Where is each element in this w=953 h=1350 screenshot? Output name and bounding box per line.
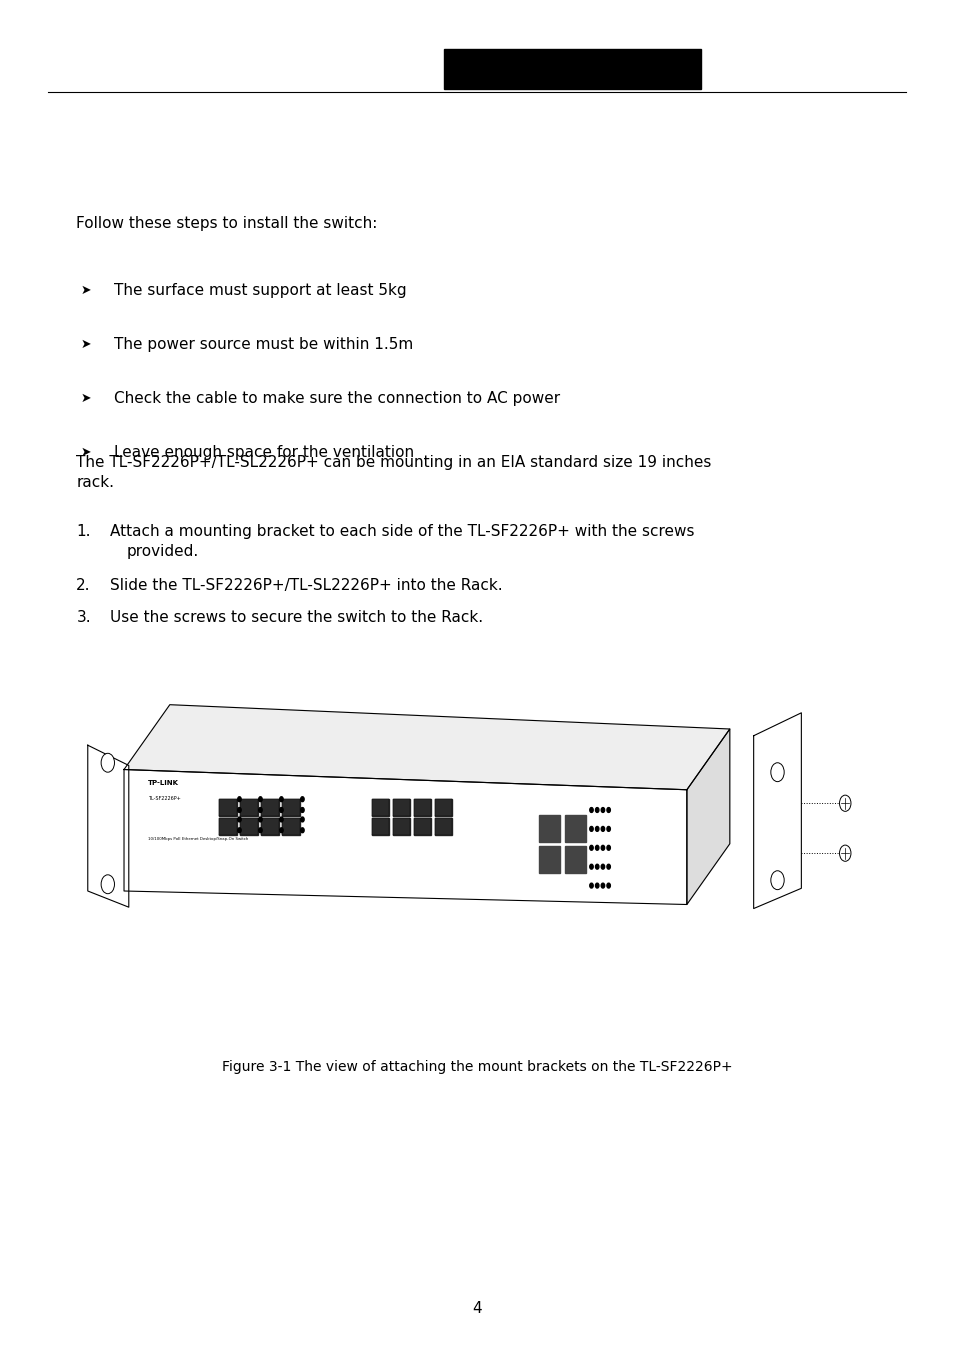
- Text: provided.: provided.: [127, 544, 199, 559]
- Bar: [443, 49, 700, 89]
- Text: 1.: 1.: [76, 524, 91, 539]
- Polygon shape: [88, 745, 129, 907]
- Circle shape: [237, 828, 241, 833]
- Circle shape: [237, 817, 241, 822]
- Circle shape: [237, 807, 241, 813]
- Bar: [219, 799, 236, 815]
- Circle shape: [279, 807, 283, 813]
- Circle shape: [595, 826, 598, 832]
- Bar: [393, 818, 410, 834]
- Text: 2.: 2.: [76, 578, 91, 593]
- Circle shape: [279, 817, 283, 822]
- Circle shape: [258, 796, 262, 802]
- Text: The TL-SF2226P+/TL-SL2226P+ can be mounting in an EIA standard size 19 inches: The TL-SF2226P+/TL-SL2226P+ can be mount…: [76, 455, 711, 470]
- Text: 10/100Mbps PoE Ethernet Desktop/Snap-On Switch: 10/100Mbps PoE Ethernet Desktop/Snap-On …: [148, 837, 248, 841]
- Text: Slide the TL-SF2226P+/TL-SL2226P+ into the Rack.: Slide the TL-SF2226P+/TL-SL2226P+ into t…: [110, 578, 502, 593]
- Circle shape: [300, 828, 304, 833]
- Text: ➤: ➤: [80, 338, 91, 351]
- Bar: [435, 799, 452, 815]
- Circle shape: [300, 807, 304, 813]
- Bar: [240, 818, 257, 834]
- Circle shape: [600, 807, 604, 813]
- Bar: [538, 846, 559, 873]
- Bar: [261, 799, 278, 815]
- Circle shape: [589, 864, 593, 869]
- Text: Attach a mounting bracket to each side of the TL-SF2226P+ with the screws: Attach a mounting bracket to each side o…: [110, 524, 694, 539]
- Circle shape: [279, 796, 283, 802]
- Text: Use the screws to secure the switch to the Rack.: Use the screws to secure the switch to t…: [110, 610, 482, 625]
- Bar: [564, 846, 585, 873]
- Circle shape: [595, 845, 598, 850]
- Text: ➤: ➤: [80, 392, 91, 405]
- Circle shape: [258, 828, 262, 833]
- Bar: [261, 818, 278, 834]
- Bar: [538, 815, 559, 842]
- Text: The surface must support at least 5kg: The surface must support at least 5kg: [114, 284, 407, 298]
- Circle shape: [237, 796, 241, 802]
- Text: Figure 3-1 The view of attaching the mount brackets on the TL-SF2226P+: Figure 3-1 The view of attaching the mou…: [221, 1060, 732, 1073]
- Circle shape: [600, 845, 604, 850]
- Bar: [282, 818, 299, 834]
- Polygon shape: [124, 769, 686, 904]
- Circle shape: [600, 864, 604, 869]
- Polygon shape: [753, 713, 801, 909]
- Circle shape: [589, 807, 593, 813]
- Text: Check the cable to make sure the connection to AC power: Check the cable to make sure the connect…: [114, 392, 560, 406]
- Circle shape: [600, 826, 604, 832]
- Circle shape: [595, 883, 598, 888]
- Circle shape: [595, 864, 598, 869]
- Text: 3.: 3.: [76, 610, 91, 625]
- Circle shape: [595, 807, 598, 813]
- Bar: [240, 799, 257, 815]
- Text: Leave enough space for the ventilation: Leave enough space for the ventilation: [114, 446, 415, 460]
- Polygon shape: [124, 705, 729, 790]
- Circle shape: [770, 763, 783, 782]
- Circle shape: [606, 826, 610, 832]
- Circle shape: [300, 817, 304, 822]
- Text: ➤: ➤: [80, 284, 91, 297]
- Circle shape: [589, 845, 593, 850]
- Bar: [372, 799, 389, 815]
- Bar: [435, 818, 452, 834]
- Bar: [282, 799, 299, 815]
- Bar: [219, 818, 236, 834]
- Circle shape: [300, 796, 304, 802]
- Text: TP-LINK: TP-LINK: [148, 780, 178, 786]
- Circle shape: [839, 795, 850, 811]
- Bar: [564, 815, 585, 842]
- Circle shape: [606, 845, 610, 850]
- Circle shape: [101, 875, 114, 894]
- Circle shape: [589, 826, 593, 832]
- Text: rack.: rack.: [76, 475, 114, 490]
- Bar: [414, 799, 431, 815]
- Circle shape: [606, 807, 610, 813]
- Text: The power source must be within 1.5m: The power source must be within 1.5m: [114, 338, 414, 352]
- Circle shape: [606, 883, 610, 888]
- Circle shape: [279, 828, 283, 833]
- Bar: [372, 818, 389, 834]
- Bar: [414, 818, 431, 834]
- Circle shape: [600, 883, 604, 888]
- Circle shape: [839, 845, 850, 861]
- Text: Follow these steps to install the switch:: Follow these steps to install the switch…: [76, 216, 377, 231]
- Circle shape: [770, 871, 783, 890]
- Circle shape: [589, 883, 593, 888]
- Text: 4: 4: [472, 1301, 481, 1316]
- Circle shape: [606, 864, 610, 869]
- Polygon shape: [686, 729, 729, 904]
- Circle shape: [258, 817, 262, 822]
- Circle shape: [258, 807, 262, 813]
- Text: ➤: ➤: [80, 446, 91, 459]
- Circle shape: [101, 753, 114, 772]
- Text: TL-SF2226P+: TL-SF2226P+: [148, 796, 180, 802]
- Bar: [393, 799, 410, 815]
